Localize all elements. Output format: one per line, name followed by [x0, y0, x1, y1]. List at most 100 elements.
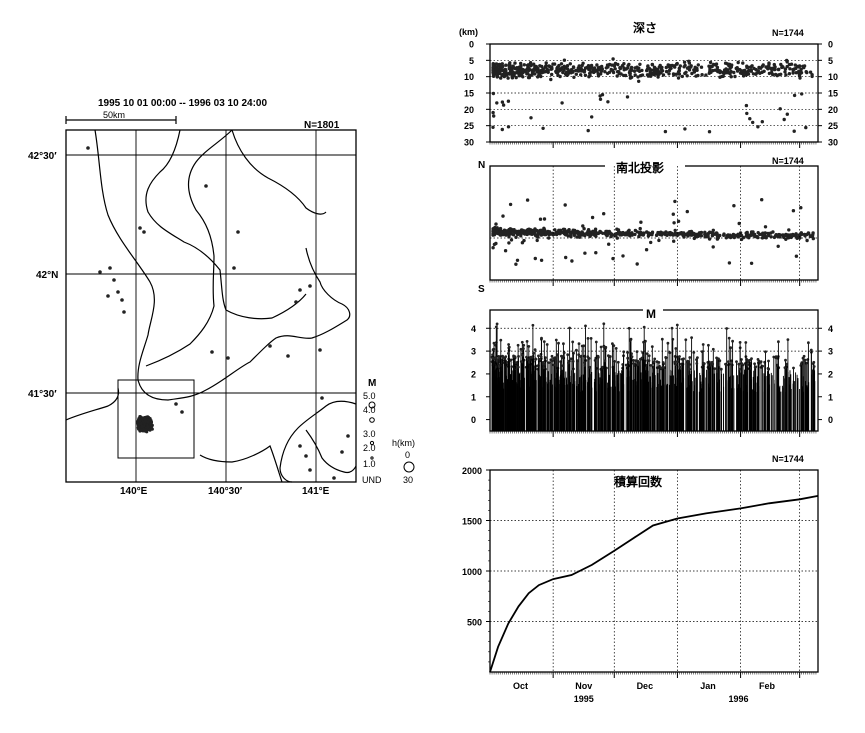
ns-point [703, 230, 707, 234]
mag-bar-cap [659, 366, 663, 370]
ns-title-bg [605, 159, 685, 173]
mag-bar-cap [812, 360, 816, 364]
depth-point [500, 127, 504, 132]
mag-legend-4: 4.0 [363, 405, 376, 415]
depth-legend-title: h(km) [392, 438, 415, 448]
ns-point [605, 233, 609, 238]
epicenter-dot-scattered [112, 278, 116, 282]
depth-point [538, 64, 542, 68]
ns-point [562, 232, 567, 236]
ns-point [555, 231, 559, 236]
depth-point [581, 61, 585, 65]
epicenter-dot-scattered [210, 350, 214, 354]
depth-point [757, 65, 761, 70]
mag-bar-cap [494, 325, 498, 329]
epicenter-dot-scattered [174, 402, 178, 406]
map-period-label: 1995 10 01 00:00 -- 1996 03 10 24:00 [98, 98, 267, 109]
coastline-east [231, 129, 327, 215]
depth-point [674, 62, 679, 66]
mag-bar-cap [579, 355, 583, 358]
mag-bar-cap [725, 363, 729, 367]
mag-bar-cap [772, 355, 776, 359]
mag-bar-cap [653, 357, 657, 361]
ns-point [582, 227, 586, 231]
mag-bar-cap [519, 360, 523, 363]
mag-bar-cap [529, 358, 532, 362]
depth-point [491, 110, 495, 115]
ns-frame [489, 165, 819, 281]
depth-point [663, 129, 668, 134]
mag-tick-label: 3 [471, 347, 476, 357]
ns-point [503, 249, 508, 253]
ns-point [753, 234, 757, 239]
epicenter-dot [139, 421, 143, 426]
cumulative-panel: N=1744 積算回数 500 1000 1500 2000 Oct Nov Dec Jan… [462, 454, 819, 704]
mag-bar-cap [507, 345, 511, 349]
depth-point [562, 58, 567, 62]
depth-point [638, 62, 642, 66]
mag-bar-cap [532, 351, 535, 355]
depth-point [784, 73, 788, 77]
ns-point [543, 229, 547, 233]
ns-point [586, 228, 591, 232]
depth-point [534, 64, 538, 69]
mag-bar-cap [626, 356, 630, 360]
mag-bar-cap [646, 359, 649, 362]
epicenter-dot-scattered [298, 288, 302, 292]
mag-bar-cap [803, 358, 807, 362]
ns-point [525, 230, 530, 234]
ns-point [608, 231, 612, 235]
depth-point [694, 74, 698, 78]
magnitude-panel: M 0 0 1 1 2 2 3 3 4 4 [471, 305, 833, 432]
depth-title: 深さ [633, 20, 657, 35]
coastline-honshu [279, 400, 357, 483]
depth-point [783, 70, 787, 74]
mag-bar-cap [568, 326, 571, 330]
depth-point [625, 95, 630, 99]
ns-point [583, 232, 587, 237]
mag-bar-cap [545, 343, 549, 346]
depth-y-ticks: 0 0 5 5 10 10 15 15 20 20 25 25 30 30 [464, 40, 838, 148]
depth-point [627, 62, 631, 67]
depth-point [696, 63, 700, 67]
depth-point [791, 71, 795, 75]
mag-tick-label-right: 3 [828, 347, 833, 357]
ns-point [621, 230, 625, 235]
ns-point [714, 231, 719, 235]
ns-point [635, 230, 640, 234]
depth-point [651, 72, 655, 77]
ns-point [580, 231, 584, 235]
epicenter-dot-scattered [116, 290, 120, 294]
depth-point [791, 68, 795, 73]
depth-point [671, 72, 676, 76]
depth-point [773, 65, 777, 69]
mag-tick-label-right: 4 [828, 324, 833, 334]
depth-point [638, 74, 643, 78]
ns-point [707, 231, 711, 235]
mag-bar-cap [557, 341, 560, 345]
depth-point [797, 69, 801, 74]
ns-count: N=1744 [772, 156, 804, 166]
mag-bar-cap [649, 364, 653, 367]
depth-point [604, 66, 608, 70]
ns-point [638, 226, 642, 231]
depth-point [792, 93, 797, 98]
depth-point [550, 72, 554, 77]
depth-point [645, 73, 650, 77]
mag-bar-cap [622, 350, 626, 354]
ns-point [811, 232, 815, 237]
ns-point [784, 233, 789, 237]
mag-bar-cap [674, 363, 678, 366]
ns-point [507, 241, 511, 245]
mag-bar-cap [577, 353, 581, 357]
epicenter-dot-scattered [294, 300, 298, 304]
mag-bar-cap [711, 362, 715, 366]
mag-bar-cap [664, 356, 668, 359]
mag-bar-cap [539, 355, 543, 359]
ns-point [581, 224, 585, 228]
epicenter-dot-scattered [142, 230, 146, 234]
ns-point [594, 251, 598, 255]
ns-point [623, 233, 627, 237]
depth-point [571, 65, 576, 69]
ns-point [507, 235, 511, 239]
